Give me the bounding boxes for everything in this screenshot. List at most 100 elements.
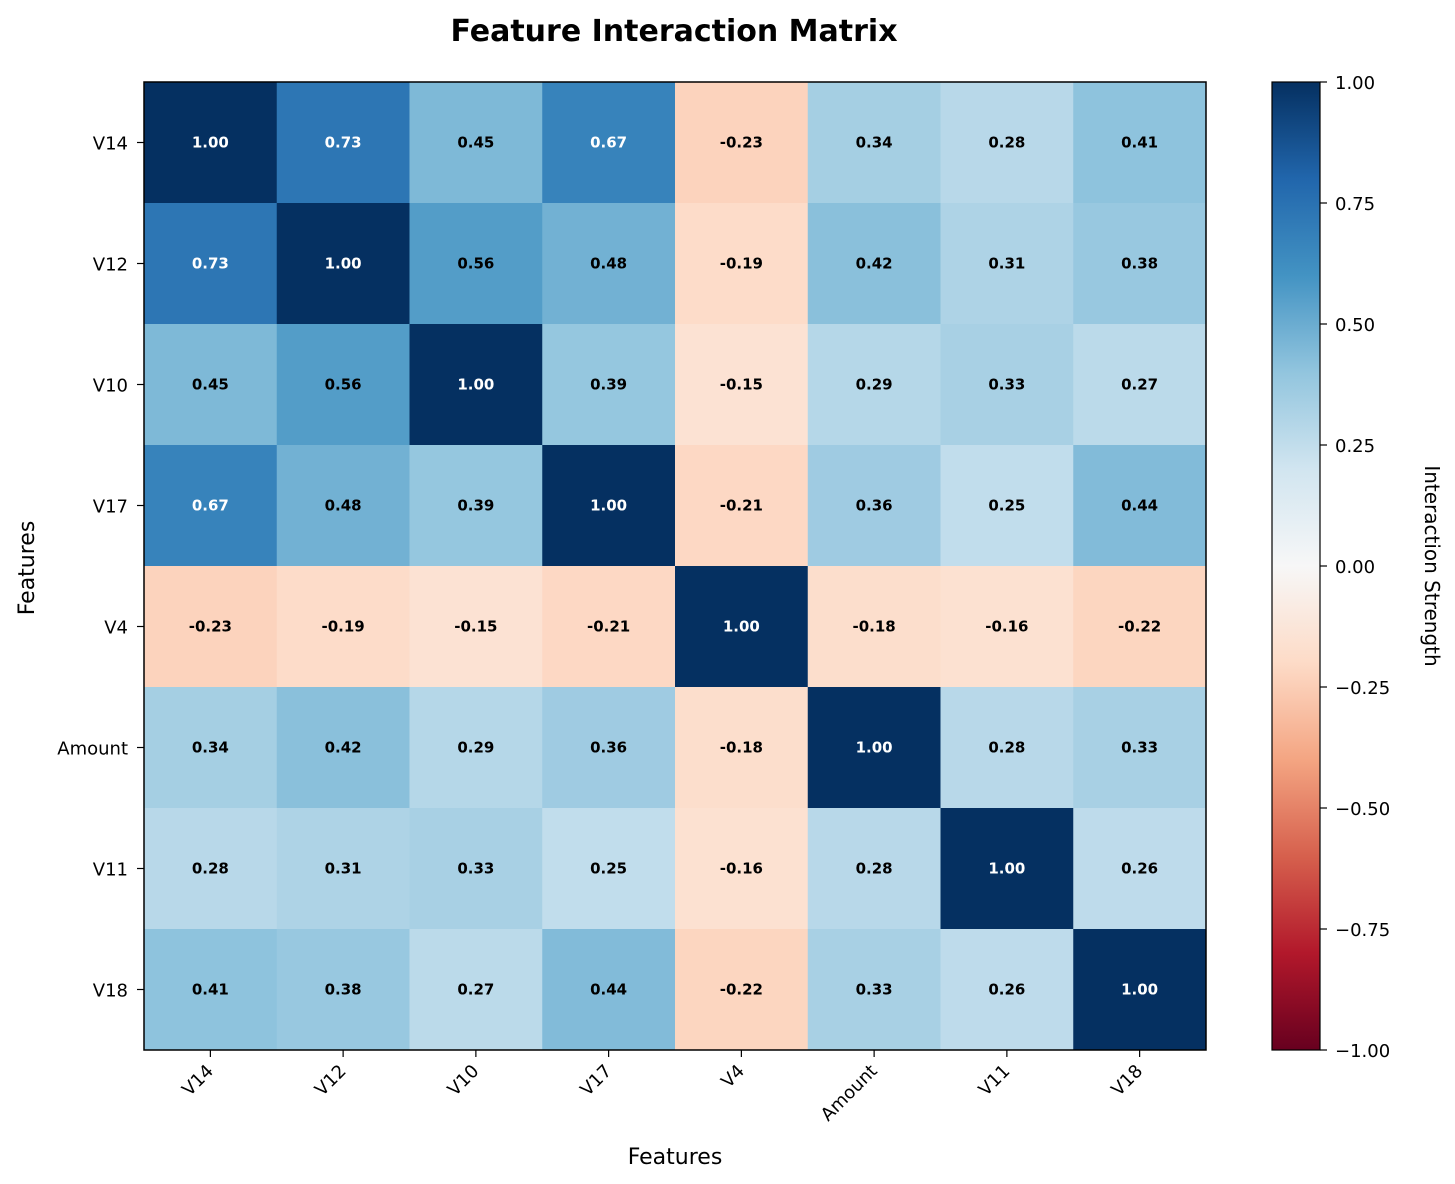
heatmap-cell <box>276 929 410 1051</box>
heatmap-cell <box>409 445 543 567</box>
cell-value-label: 0.28 <box>192 860 229 878</box>
heatmap-cell <box>807 324 941 446</box>
heatmap-cell <box>144 203 278 325</box>
heatmap-cell <box>940 929 1074 1051</box>
cell-value-label: 1.00 <box>590 497 627 515</box>
heatmap-cell <box>276 445 410 567</box>
cell-value-label: 0.39 <box>457 497 494 515</box>
y-axis-ticks: V14 V12 V10 V17 V4 Amount V11 V18 <box>57 134 144 1002</box>
cell-value-label: 0.36 <box>590 739 627 757</box>
heatmap-cell <box>1073 445 1207 567</box>
cell-value-label: 0.33 <box>1121 739 1158 757</box>
cell-value-label: 0.34 <box>856 134 893 152</box>
cell-value-label: -0.15 <box>720 376 763 394</box>
plot-frame <box>143 81 1207 1051</box>
heatmap-cell <box>276 203 410 325</box>
heatmap-cell <box>144 808 278 930</box>
cell-value-label: 0.39 <box>590 376 627 394</box>
y-axis-label: Features <box>15 521 40 616</box>
heatmap-cell <box>807 687 941 809</box>
cell-value-label: 0.28 <box>856 860 893 878</box>
cell-value-label: 0.38 <box>1121 255 1158 273</box>
cell-value-label: 1.00 <box>325 255 362 273</box>
heatmap-cell <box>542 687 676 809</box>
heatmap-cell <box>542 929 676 1051</box>
cell-value-label: 0.31 <box>325 860 362 878</box>
cell-value-label: 1.00 <box>723 618 760 636</box>
cell-value-label: -0.16 <box>720 860 763 878</box>
cell-value-label: 0.25 <box>590 860 627 878</box>
heatmap-cell <box>542 203 676 325</box>
y-tick-label: Amount <box>57 739 128 760</box>
cell-value-label: 0.26 <box>988 981 1025 999</box>
cell-value-label: 0.33 <box>457 860 494 878</box>
heatmap-cell <box>675 82 809 204</box>
colorbar-tick-label: −0.25 <box>1335 678 1390 699</box>
cell-value-label: 1.00 <box>1121 981 1158 999</box>
cell-value-label: 0.73 <box>192 255 229 273</box>
y-tick-label: V12 <box>93 255 128 276</box>
heatmap-cell <box>675 445 809 567</box>
heatmap-cell <box>409 82 543 204</box>
cell-value-label: 0.31 <box>988 255 1025 273</box>
cell-value-label: -0.18 <box>720 739 763 757</box>
cell-value-label: 0.38 <box>325 981 362 999</box>
cell-value-label: 0.36 <box>856 497 893 515</box>
cell-value-label: 0.48 <box>325 497 362 515</box>
heatmap-cells <box>144 82 1207 1051</box>
heatmap-cell <box>1073 324 1207 446</box>
heatmap-cell <box>940 203 1074 325</box>
heatmap-cell <box>409 687 543 809</box>
heatmap-cell <box>675 687 809 809</box>
cell-value-label: 0.41 <box>192 981 229 999</box>
x-axis-label: Features <box>628 1145 723 1170</box>
cell-value-label: -0.22 <box>1118 618 1161 636</box>
y-tick-label: V11 <box>93 860 128 881</box>
heatmap-cell <box>542 324 676 446</box>
heatmap-cell <box>807 808 941 930</box>
cell-value-label: 1.00 <box>856 739 893 757</box>
heatmap-cell <box>675 808 809 930</box>
heatmap-cell <box>276 82 410 204</box>
cell-value-label: -0.15 <box>454 618 497 636</box>
heatmap-cell <box>675 203 809 325</box>
y-tick-label: V18 <box>93 981 128 1002</box>
y-tick-label: V14 <box>93 134 128 155</box>
heatmap-cell <box>807 203 941 325</box>
cell-value-label: 0.25 <box>988 497 1025 515</box>
x-tick-label: V17 <box>576 1061 616 1101</box>
heatmap-cell <box>807 929 941 1051</box>
heatmap-cell <box>1073 82 1207 204</box>
heatmap-cell <box>675 566 809 688</box>
heatmap-cell <box>1073 687 1207 809</box>
cell-value-label: -0.22 <box>720 981 763 999</box>
heatmap-cell <box>1073 808 1207 930</box>
x-tick-label: V18 <box>1107 1061 1147 1101</box>
heatmap-cell <box>409 203 543 325</box>
cell-value-label: -0.23 <box>720 134 763 152</box>
colorbar-tick-label: −1.00 <box>1335 1041 1390 1062</box>
heatmap-cell <box>1073 929 1207 1051</box>
heatmap-cell <box>675 929 809 1051</box>
cell-value-label: 0.28 <box>988 134 1025 152</box>
cell-value-label: 1.00 <box>192 134 229 152</box>
heatmap-cell <box>409 324 543 446</box>
heatmap-cell-labels: 1.00 0.73 0.45 0.67 -0.23 0.34 0.28 0.41 0.73 1.0… <box>189 134 1162 999</box>
heatmap-cell <box>276 687 410 809</box>
heatmap-cell <box>144 687 278 809</box>
cell-value-label: 0.42 <box>325 739 362 757</box>
x-tick-label: V10 <box>444 1061 484 1101</box>
chart-title: Feature Interaction Matrix <box>450 14 897 49</box>
heatmap-cell <box>542 82 676 204</box>
heatmap-cell <box>940 324 1074 446</box>
cell-value-label: -0.19 <box>720 255 763 273</box>
cell-value-label: -0.16 <box>985 618 1028 636</box>
cell-value-label: 0.26 <box>1121 860 1158 878</box>
x-tick-label: Amount <box>817 1061 882 1126</box>
y-tick-label: V17 <box>93 497 128 518</box>
heatmap-cell <box>940 445 1074 567</box>
heatmap-cell <box>807 445 941 567</box>
heatmap-cell <box>409 808 543 930</box>
heatmap-cell <box>409 929 543 1051</box>
